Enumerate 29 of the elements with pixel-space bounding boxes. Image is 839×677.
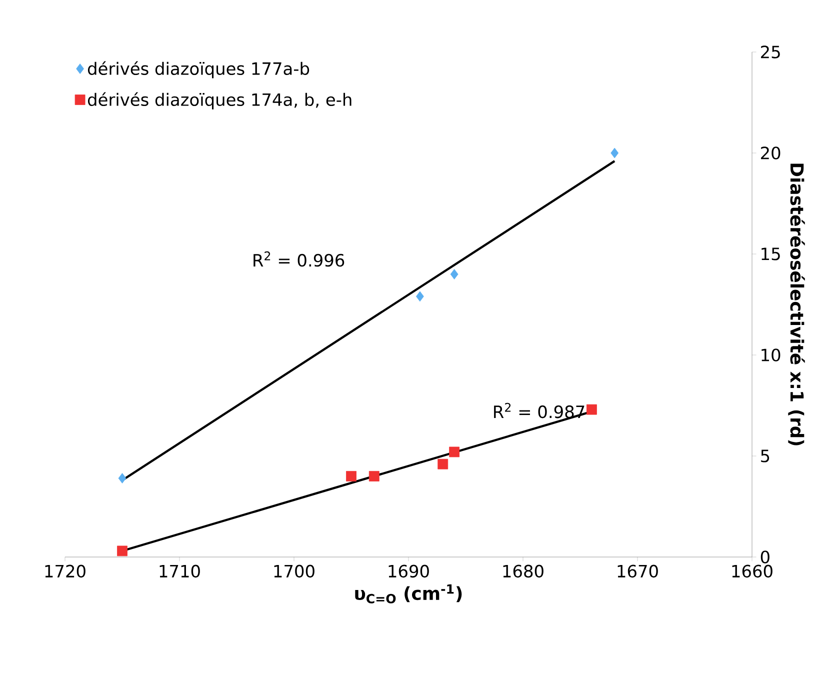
x-tick-label: 1710 (160, 564, 200, 578)
legend-label: dérivés diazoïques 174a, b, e-h (88, 92, 352, 110)
point (346, 471, 356, 482)
point (118, 473, 126, 484)
x-tick-label: 1680 (503, 564, 544, 578)
point (610, 148, 619, 158)
y-tick-label: 20 (761, 146, 780, 160)
x-tick-label: 1720 (45, 564, 86, 578)
point (416, 291, 424, 302)
legend-label: dérivés diazoïques 177a-b (88, 61, 310, 78)
point (450, 268, 458, 280)
point (368, 471, 380, 482)
y-tick-label: 0 (760, 550, 770, 564)
annotation: R$^{2}$ = 0.987 (494, 402, 584, 418)
y-tick-label: 25 (761, 46, 780, 58)
x-tick-label: 1660 (732, 564, 772, 578)
point (438, 458, 448, 470)
y-tick-label: 10 (762, 348, 780, 362)
point (117, 546, 128, 556)
x-axis-title: υ$_{C=O}$ (cm$^{-1}$) (355, 584, 462, 604)
y-tick-label: 15 (762, 248, 780, 260)
x-tick-label: 1690 (388, 564, 429, 578)
y-tick-label: 5 (761, 450, 770, 462)
point (449, 446, 460, 458)
x-tick-label: 1700 (274, 564, 314, 578)
point (586, 404, 597, 415)
annotation: R$^{2}$ = 0.996 (254, 251, 344, 267)
y-axis-title: Diastéréosélectivité x:1 (rd) (788, 164, 805, 446)
x-tick-label: 1670 (618, 564, 658, 578)
